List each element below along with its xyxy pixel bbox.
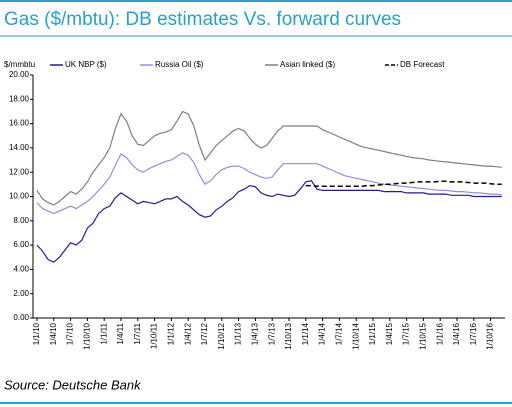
x-tick-label: 1/4/12 <box>183 322 192 345</box>
y-tick-label: 20.00 <box>9 70 30 79</box>
y-tick-label: 8.00 <box>13 216 29 225</box>
chart-title: Gas ($/mbtu): DB estimates Vs. forward c… <box>4 9 401 30</box>
y-tick-label: 10.00 <box>9 192 30 201</box>
x-tick-label: 1/7/11 <box>133 322 142 344</box>
x-tick-label: 1/4/10 <box>49 322 58 345</box>
x-tick-label: 1/1/12 <box>167 322 176 345</box>
x-tick-label: 1/1/15 <box>368 322 377 345</box>
x-tick-label: 1/7/13 <box>267 322 276 345</box>
x-tick-label: 1/1/11 <box>99 322 108 344</box>
x-tick-label: 1/4/14 <box>318 322 327 345</box>
x-tick-label: 1/10/15 <box>419 322 428 349</box>
x-tick-label: 1/1/10 <box>32 322 41 345</box>
x-tick-label: 1/10/13 <box>284 322 293 349</box>
x-tick-label: 1/7/16 <box>469 322 478 345</box>
y-tick-label: 0.00 <box>13 313 29 322</box>
x-tick-label: 1/10/14 <box>351 322 360 349</box>
y-tick-label: 4.00 <box>13 265 29 274</box>
x-tick-label: 1/1/14 <box>301 322 310 345</box>
x-tick-label: 1/7/14 <box>335 322 344 345</box>
x-tick-label: 1/7/12 <box>200 322 209 345</box>
legend-label: DB Forecast <box>400 60 445 69</box>
top-rule <box>0 0 512 2</box>
x-tick-label: 1/10/12 <box>217 322 226 349</box>
series-line <box>36 152 502 215</box>
y-tick-label: 16.00 <box>9 119 30 128</box>
y-axis-label: $/mmbtu <box>4 60 35 69</box>
x-tick-label: 1/10/10 <box>83 322 92 349</box>
x-tick-label: 1/7/10 <box>66 322 75 345</box>
x-tick-label: 1/7/15 <box>402 322 411 345</box>
x-tick-label: 1/4/15 <box>385 322 394 345</box>
legend-label: UK NBP ($) <box>65 60 107 69</box>
y-tick-label: 14.00 <box>9 143 30 152</box>
x-tick-label: 1/1/16 <box>435 322 444 345</box>
x-tick-label: 1/1/13 <box>234 322 243 345</box>
series-line <box>36 180 502 263</box>
x-tick-label: 1/4/11 <box>116 322 125 344</box>
x-tick-label: 1/10/16 <box>486 322 495 349</box>
series-line <box>36 110 502 206</box>
source: Source: Deutsche Bank <box>4 377 142 392</box>
y-tick-label: 6.00 <box>13 240 29 249</box>
x-tick-label: 1/4/16 <box>452 322 461 345</box>
legend-label: Asian linked ($) <box>280 60 335 69</box>
x-tick-label: 1/10/11 <box>150 322 159 349</box>
x-tick-label: 1/4/13 <box>251 322 260 345</box>
y-tick-label: 12.00 <box>9 167 30 176</box>
legend-label: Russia Oil ($) <box>155 60 204 69</box>
y-tick-label: 2.00 <box>13 289 29 298</box>
series-line <box>305 180 502 187</box>
y-tick-label: 18.00 <box>9 94 30 103</box>
